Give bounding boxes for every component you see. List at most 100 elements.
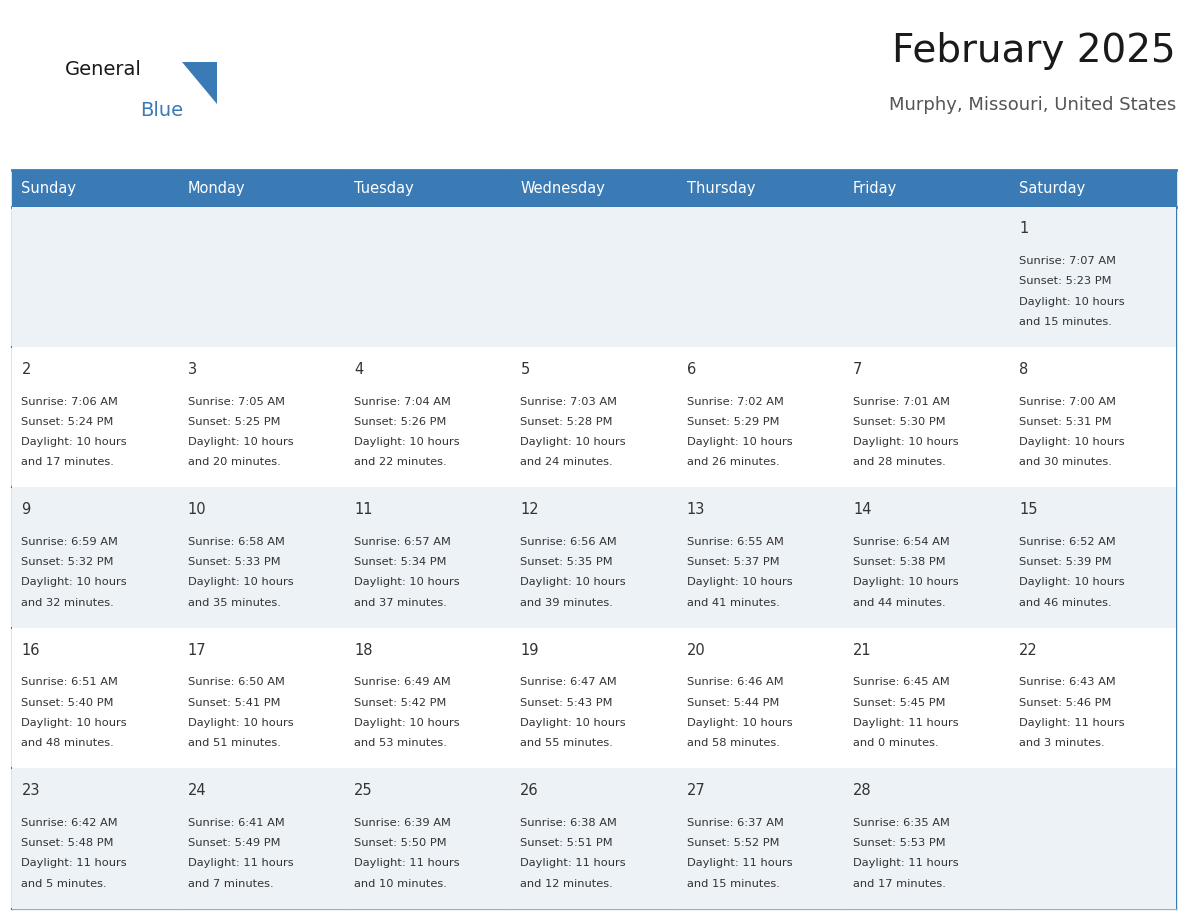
Text: and 22 minutes.: and 22 minutes. [354,457,447,467]
Text: Daylight: 10 hours: Daylight: 10 hours [21,437,127,447]
Text: 26: 26 [520,783,539,798]
Text: Sunset: 5:24 PM: Sunset: 5:24 PM [21,417,114,427]
Text: Tuesday: Tuesday [354,181,413,196]
Text: Daylight: 10 hours: Daylight: 10 hours [687,437,792,447]
Text: Sunrise: 6:58 AM: Sunrise: 6:58 AM [188,537,285,547]
Text: Sunrise: 6:35 AM: Sunrise: 6:35 AM [853,818,950,828]
Text: Daylight: 10 hours: Daylight: 10 hours [188,437,293,447]
Text: 21: 21 [853,643,872,657]
Text: Daylight: 10 hours: Daylight: 10 hours [354,577,460,588]
Text: 3: 3 [188,362,197,376]
Text: Sunrise: 7:07 AM: Sunrise: 7:07 AM [1019,256,1117,266]
Text: Sunrise: 6:46 AM: Sunrise: 6:46 AM [687,677,783,688]
Text: and 15 minutes.: and 15 minutes. [1019,317,1112,327]
Text: Daylight: 11 hours: Daylight: 11 hours [853,718,959,728]
Text: Daylight: 11 hours: Daylight: 11 hours [1019,718,1125,728]
Text: 28: 28 [853,783,872,798]
Text: and 51 minutes.: and 51 minutes. [188,738,280,748]
Text: and 5 minutes.: and 5 minutes. [21,879,107,889]
Text: Sunset: 5:23 PM: Sunset: 5:23 PM [1019,276,1112,286]
Text: and 17 minutes.: and 17 minutes. [853,879,946,889]
Text: Sunset: 5:41 PM: Sunset: 5:41 PM [188,698,280,708]
Text: Sunrise: 7:06 AM: Sunrise: 7:06 AM [21,397,119,407]
Text: 13: 13 [687,502,704,517]
Text: 15: 15 [1019,502,1038,517]
Text: 18: 18 [354,643,373,657]
Text: 27: 27 [687,783,706,798]
Text: 20: 20 [687,643,706,657]
Text: Sunrise: 6:47 AM: Sunrise: 6:47 AM [520,677,617,688]
Text: Sunset: 5:32 PM: Sunset: 5:32 PM [21,557,114,567]
Text: Daylight: 10 hours: Daylight: 10 hours [687,718,792,728]
Text: Sunset: 5:38 PM: Sunset: 5:38 PM [853,557,946,567]
Text: and 3 minutes.: and 3 minutes. [1019,738,1105,748]
Text: and 28 minutes.: and 28 minutes. [853,457,946,467]
Text: Daylight: 10 hours: Daylight: 10 hours [1019,297,1125,307]
Text: 6: 6 [687,362,696,376]
Text: 11: 11 [354,502,373,517]
Text: Sunrise: 7:00 AM: Sunrise: 7:00 AM [1019,397,1117,407]
Text: Sunset: 5:52 PM: Sunset: 5:52 PM [687,838,779,848]
Text: Daylight: 10 hours: Daylight: 10 hours [687,577,792,588]
Text: Sunset: 5:53 PM: Sunset: 5:53 PM [853,838,946,848]
Text: 14: 14 [853,502,872,517]
Text: Thursday: Thursday [687,181,756,196]
Text: Sunday: Sunday [21,181,76,196]
Text: and 58 minutes.: and 58 minutes. [687,738,779,748]
Text: Daylight: 10 hours: Daylight: 10 hours [188,718,293,728]
Text: Sunrise: 7:04 AM: Sunrise: 7:04 AM [354,397,451,407]
Text: 19: 19 [520,643,539,657]
Text: Sunrise: 6:55 AM: Sunrise: 6:55 AM [687,537,784,547]
Text: and 0 minutes.: and 0 minutes. [853,738,939,748]
Text: Sunset: 5:46 PM: Sunset: 5:46 PM [1019,698,1112,708]
Text: Daylight: 10 hours: Daylight: 10 hours [1019,437,1125,447]
Text: 12: 12 [520,502,539,517]
Text: and 12 minutes.: and 12 minutes. [520,879,613,889]
Text: Daylight: 10 hours: Daylight: 10 hours [354,437,460,447]
Text: 7: 7 [853,362,862,376]
Text: Sunset: 5:43 PM: Sunset: 5:43 PM [520,698,613,708]
Text: Sunset: 5:28 PM: Sunset: 5:28 PM [520,417,613,427]
Text: Sunset: 5:26 PM: Sunset: 5:26 PM [354,417,447,427]
Text: Daylight: 10 hours: Daylight: 10 hours [520,437,626,447]
Text: Sunrise: 6:56 AM: Sunrise: 6:56 AM [520,537,617,547]
Text: Sunset: 5:35 PM: Sunset: 5:35 PM [520,557,613,567]
Text: 4: 4 [354,362,364,376]
Text: Daylight: 11 hours: Daylight: 11 hours [687,858,792,868]
Text: Sunrise: 6:45 AM: Sunrise: 6:45 AM [853,677,949,688]
Text: and 7 minutes.: and 7 minutes. [188,879,273,889]
Text: Daylight: 10 hours: Daylight: 10 hours [1019,577,1125,588]
Text: Friday: Friday [853,181,897,196]
Text: Monday: Monday [188,181,246,196]
Text: and 15 minutes.: and 15 minutes. [687,879,779,889]
Text: 23: 23 [21,783,40,798]
Text: Sunrise: 7:02 AM: Sunrise: 7:02 AM [687,397,784,407]
Text: Sunrise: 6:42 AM: Sunrise: 6:42 AM [21,818,118,828]
Text: and 48 minutes.: and 48 minutes. [21,738,114,748]
Polygon shape [182,62,217,104]
Text: 24: 24 [188,783,207,798]
Text: Sunset: 5:44 PM: Sunset: 5:44 PM [687,698,779,708]
Text: 8: 8 [1019,362,1029,376]
Text: and 32 minutes.: and 32 minutes. [21,598,114,608]
Text: and 35 minutes.: and 35 minutes. [188,598,280,608]
Text: Daylight: 11 hours: Daylight: 11 hours [520,858,626,868]
Text: and 55 minutes.: and 55 minutes. [520,738,613,748]
Text: General: General [65,60,143,79]
Text: Sunset: 5:37 PM: Sunset: 5:37 PM [687,557,779,567]
Text: 22: 22 [1019,643,1038,657]
Text: and 24 minutes.: and 24 minutes. [520,457,613,467]
Text: Wednesday: Wednesday [520,181,605,196]
Text: Sunrise: 6:37 AM: Sunrise: 6:37 AM [687,818,784,828]
Text: and 53 minutes.: and 53 minutes. [354,738,447,748]
Text: and 41 minutes.: and 41 minutes. [687,598,779,608]
Text: Sunset: 5:30 PM: Sunset: 5:30 PM [853,417,946,427]
Text: Sunrise: 6:41 AM: Sunrise: 6:41 AM [188,818,284,828]
Text: 1: 1 [1019,221,1029,236]
Text: Sunrise: 7:01 AM: Sunrise: 7:01 AM [853,397,950,407]
Text: and 17 minutes.: and 17 minutes. [21,457,114,467]
Text: Daylight: 10 hours: Daylight: 10 hours [188,577,293,588]
Text: Sunrise: 6:52 AM: Sunrise: 6:52 AM [1019,537,1116,547]
Text: Sunset: 5:33 PM: Sunset: 5:33 PM [188,557,280,567]
Text: Sunset: 5:42 PM: Sunset: 5:42 PM [354,698,447,708]
